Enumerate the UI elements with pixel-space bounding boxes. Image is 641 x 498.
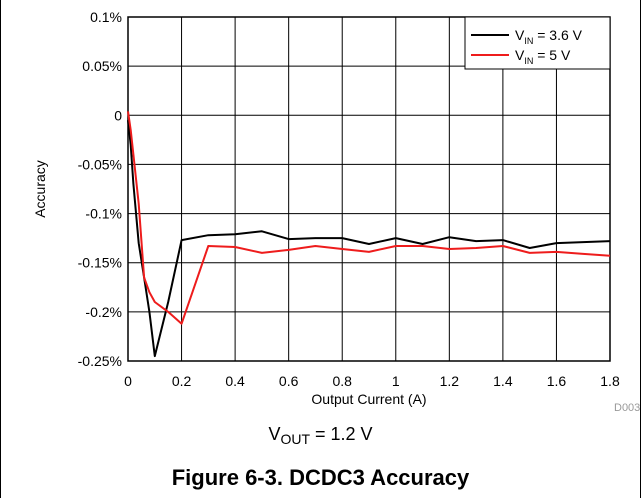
accuracy-chart: 0.1% 0.05% 0 -0.05% -0.1% -0.15% -0.2% -0.25% 0… bbox=[32, 9, 640, 414]
y-tick-label: -0.25% bbox=[78, 353, 122, 369]
frame-left-border bbox=[0, 0, 1, 498]
x-tick-label: 1.6 bbox=[547, 373, 567, 389]
caption-sub: OUT bbox=[280, 431, 311, 447]
x-tick-label: 1.2 bbox=[440, 373, 460, 389]
y-tick-label: -0.1% bbox=[85, 206, 122, 222]
y-axis-title: Accuracy bbox=[32, 160, 48, 218]
caption-rest: = 1.2 V bbox=[310, 424, 373, 444]
x-tick-label: 0.6 bbox=[279, 373, 299, 389]
x-tick-label: 1 bbox=[392, 373, 400, 389]
x-tick-label: 0.2 bbox=[172, 373, 192, 389]
legend-label-2: VIN = 5 V bbox=[515, 47, 571, 66]
x-tick-label: 0.8 bbox=[332, 373, 352, 389]
series-line-2 bbox=[127, 111, 611, 325]
legend-label-1: VIN = 3.6 V bbox=[515, 27, 583, 46]
y-tick-label: -0.2% bbox=[85, 304, 122, 320]
x-tick-label: 1.8 bbox=[600, 373, 620, 389]
x-tick-label: 0 bbox=[124, 373, 132, 389]
source-id-label: D003 bbox=[614, 402, 640, 414]
plot-frame bbox=[127, 16, 611, 362]
y-tick-label: 0.1% bbox=[90, 9, 122, 25]
y-tick-label: 0.05% bbox=[82, 58, 122, 74]
condition-caption: VOUT = 1.2 V bbox=[0, 424, 641, 447]
series-line-1 bbox=[127, 120, 611, 358]
x-tick-labels: 0 0.2 0.4 0.6 0.8 1 1.2 1.4 1.6 1.8 bbox=[124, 373, 620, 389]
y-tick-label: 0 bbox=[114, 107, 122, 123]
y-tick-labels: 0.1% 0.05% 0 -0.05% -0.1% -0.15% -0.2% -0.25% bbox=[78, 9, 123, 369]
series-layer bbox=[127, 111, 611, 358]
figure-title: Figure 6-3. DCDC3 Accuracy bbox=[171, 465, 470, 490]
x-tick-label: 1.4 bbox=[493, 373, 513, 389]
legend-box bbox=[464, 16, 611, 70]
y-tick-label: -0.05% bbox=[78, 156, 122, 172]
x-axis-title: Output Current (A) bbox=[311, 391, 426, 407]
y-tick-label: -0.15% bbox=[78, 255, 122, 271]
x-tick-label: 0.4 bbox=[225, 373, 245, 389]
caption-main: V bbox=[268, 424, 281, 444]
